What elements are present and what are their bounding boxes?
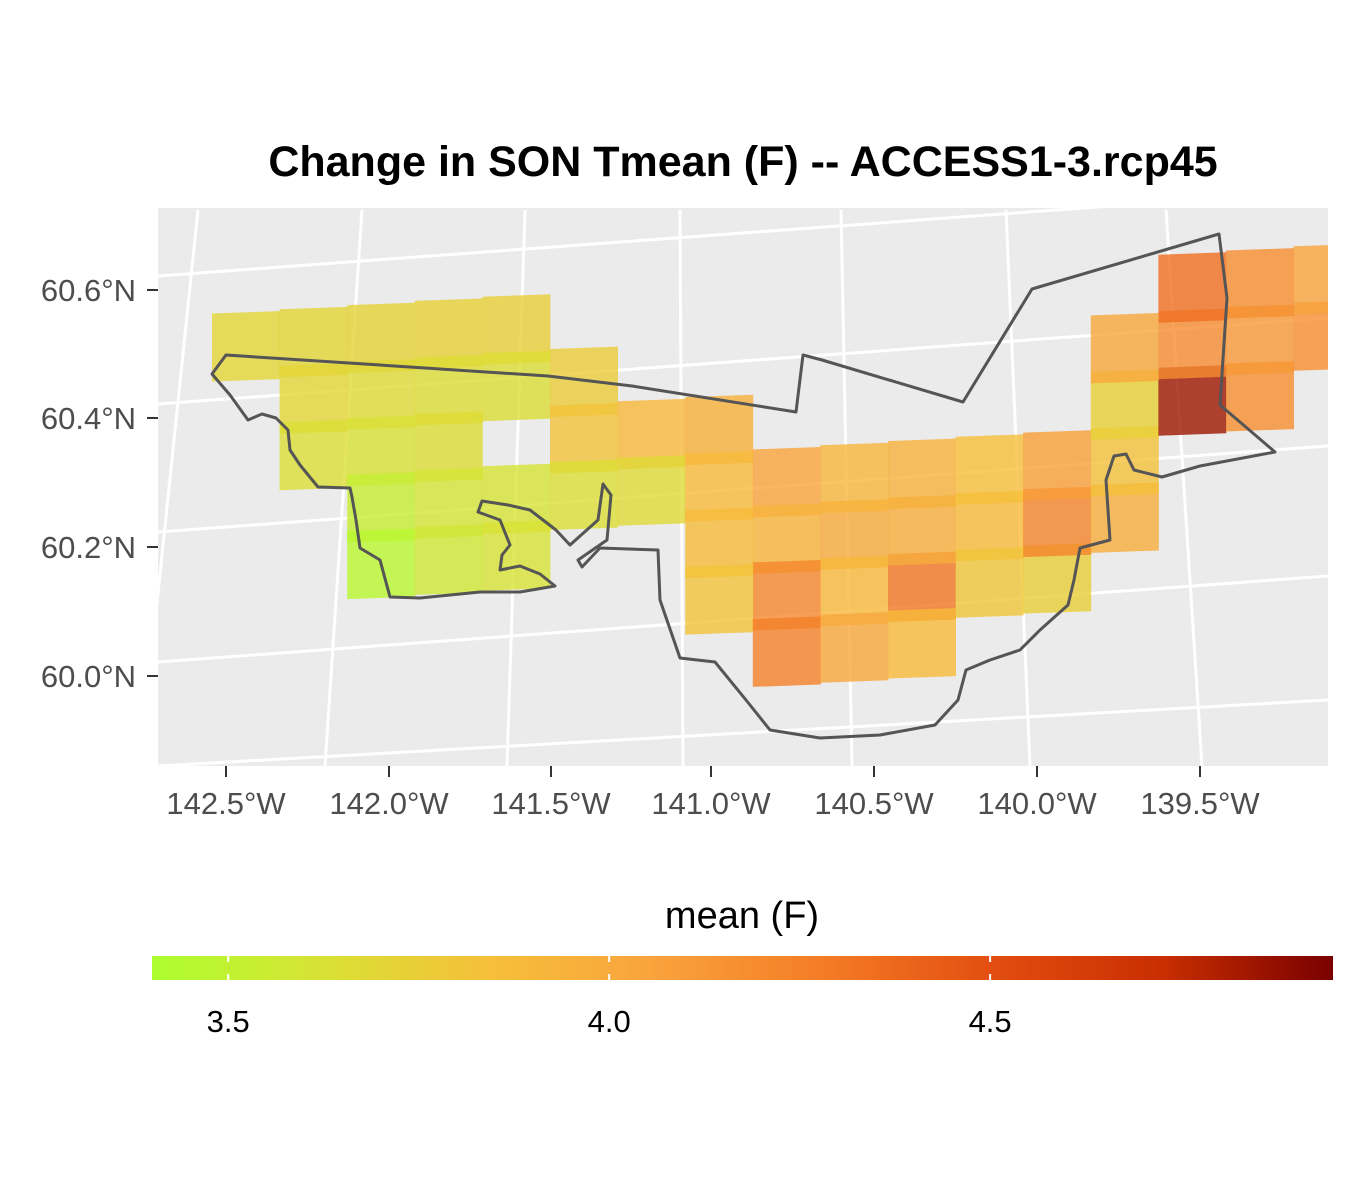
raster-cell [752, 447, 821, 518]
raster-cell [888, 551, 956, 622]
x-tick-label: 140.0°W [977, 786, 1097, 821]
raster-cell [752, 503, 821, 574]
raster-cell [482, 294, 551, 365]
raster-cell [1158, 308, 1227, 380]
raster-cell [1023, 486, 1092, 558]
raster-cell [685, 564, 754, 635]
raster-cell [347, 302, 416, 374]
raster-cell [888, 438, 956, 509]
y-tick-label: 60.6°N [41, 273, 136, 308]
raster-cell [414, 298, 483, 369]
raster-cell [279, 419, 348, 491]
map-title: Change in SON Tmean (F) -- ACCESS1-3.rcp… [268, 138, 1217, 186]
parallel-line [158, 698, 1328, 766]
legend-colorbar [152, 956, 1333, 980]
raster-cell [347, 359, 416, 430]
raster-cell [1158, 365, 1227, 436]
raster-cell [1090, 369, 1159, 440]
x-tick-label: 139.5°W [1140, 786, 1260, 821]
raster-cell [414, 355, 483, 426]
legend-tick-label: 3.5 [207, 1004, 250, 1039]
parallel-line [158, 208, 1104, 278]
raster-cell [752, 616, 821, 687]
raster-cell [820, 499, 889, 570]
raster-cell [1158, 252, 1227, 323]
raster-cell [617, 455, 686, 526]
raster-cell [820, 612, 889, 683]
raster-cell [414, 524, 483, 595]
raster-cell [1090, 313, 1159, 384]
x-tick-label: 142.0°W [329, 786, 449, 821]
legend-tick-label: 4.5 [969, 1004, 1012, 1039]
x-tick-label: 142.5°W [166, 786, 286, 821]
raster-cell [1293, 301, 1328, 371]
raster-cell [1226, 248, 1294, 319]
raster-cell [888, 495, 956, 566]
raster-cell [279, 363, 348, 434]
raster-cell [685, 451, 754, 522]
legend-title: mean (F) [665, 895, 819, 937]
raster-cell [1293, 245, 1328, 315]
raster-cells [212, 245, 1328, 687]
x-tick-label: 140.5°W [814, 786, 934, 821]
x-axis: 142.5°W 142.0°W 141.5°W 141.0°W 140.5°W 140.0… [166, 766, 1260, 821]
raster-cell [685, 507, 754, 579]
legend-tick-label: 4.0 [588, 1004, 631, 1039]
raster-cell [212, 311, 280, 382]
raster-cell [550, 403, 618, 474]
x-tick-label: 141.5°W [491, 786, 611, 821]
raster-cell [347, 472, 416, 543]
y-tick-label: 60.2°N [41, 530, 136, 565]
raster-cell [482, 350, 551, 422]
x-tick-label: 141.0°W [651, 786, 771, 821]
raster-cell [617, 398, 686, 470]
raster-cell [955, 434, 1024, 505]
raster-cell [955, 490, 1024, 562]
raster-cell [414, 468, 483, 539]
raster-cell [955, 547, 1024, 618]
raster-cell [347, 415, 416, 487]
raster-cell [482, 520, 551, 591]
raster-cell [820, 442, 889, 514]
raster-cell [1226, 361, 1294, 432]
raster-cell [550, 459, 618, 530]
raster-cell [1023, 543, 1092, 614]
raster-cell [482, 463, 551, 535]
legend-ticks: 3.5 4.0 4.5 [207, 956, 1012, 1039]
y-tick-label: 60.0°N [41, 659, 136, 694]
y-tick-label: 60.4°N [41, 401, 136, 436]
meridian-line [158, 209, 200, 608]
y-axis: 60.6°N 60.4°N 60.2°N 60.0°N [41, 273, 158, 694]
raster-cell [752, 560, 821, 631]
region-boundary [210, 232, 1277, 740]
raster-cell [1023, 430, 1092, 501]
raster-cell [1226, 304, 1294, 375]
raster-cell [550, 346, 618, 417]
raster-cell [888, 608, 956, 679]
raster-cell [820, 555, 889, 627]
raster-cell [685, 394, 754, 466]
raster-cell [414, 411, 483, 482]
